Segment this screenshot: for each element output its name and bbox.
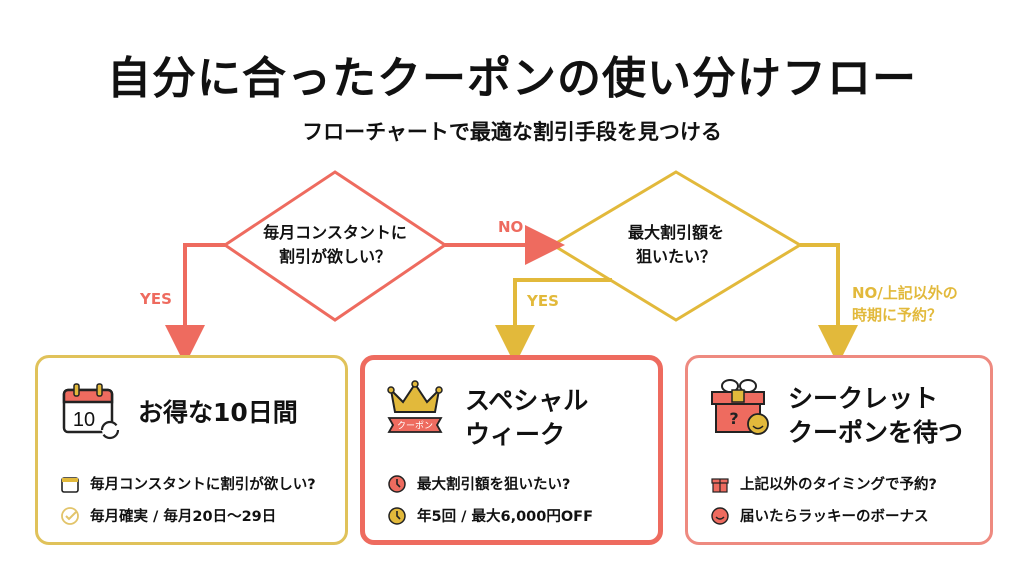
edge-label-d2-yes: YES	[527, 292, 559, 310]
ticket-text: クーポン	[397, 421, 433, 432]
arrow-d2-yes	[495, 278, 612, 365]
arrow-d2-no	[800, 243, 858, 365]
card-secret-coupon: ? シークレット クーポンを待つ 上記以外のタイミングで予約? 届いたらラッキー…	[685, 355, 993, 545]
edge-label-d2-no-line2: 時期に予約？	[852, 306, 943, 324]
secret-gift-icon: ?	[711, 379, 769, 435]
svg-text:?: ?	[729, 409, 738, 428]
card-title: シークレット クーポンを待つ	[788, 382, 963, 450]
gift-icon	[711, 477, 729, 493]
row-text: 届いたらラッキーのボーナス	[740, 509, 929, 525]
calendar-number: 10	[73, 409, 95, 431]
row-text: 毎月確実 / 毎月20日〜29日	[90, 509, 277, 525]
card-title-line2: クーポンを待つ	[788, 418, 964, 447]
page-title: 自分に合ったクーポンの使い分けフロー	[107, 53, 917, 104]
crown-coupon-icon: クーポン	[387, 380, 443, 433]
card-title: スペシャル ウィーク	[465, 384, 588, 452]
decision-1-text: 毎月コンスタントに 割引が欲しい？	[245, 221, 425, 269]
smile-icon	[711, 506, 729, 525]
card-title: お得な10日間	[138, 398, 298, 427]
edge-label-d1-no: NO	[498, 218, 524, 236]
card-title-line2: ウィーク	[465, 420, 566, 449]
calendar-refresh-icon: 10	[62, 383, 120, 440]
page-subtitle: フローチャートで最適な割引手段を見つける	[302, 120, 722, 144]
decision-1-line1: 毎月コンスタントに	[263, 223, 407, 242]
card-title-line1: シークレット	[788, 384, 939, 413]
card-special-week: クーポン スペシャル ウィーク 最大割引額を狙いたい? 年5回 / 最大6,00…	[360, 355, 663, 545]
card-row: 届いたらラッキーのボーナス	[710, 505, 929, 526]
card-title-line1: スペシャル	[465, 386, 589, 415]
decision-1-line2: 割引が欲しい？	[278, 247, 391, 266]
clock-icon	[388, 506, 406, 525]
card-row: 最大割引額を狙いたい?	[387, 473, 570, 494]
calendar-icon	[61, 476, 79, 493]
card-row: 毎月確実 / 毎月20日〜29日	[60, 505, 276, 526]
card-row: 上記以外のタイミングで予約?	[710, 473, 937, 494]
card-row: 年5回 / 最大6,000円OFF	[387, 505, 593, 526]
decision-2-text: 最大割引額を 狙いたい？	[586, 221, 766, 269]
decision-2-line2: 狙いたい？	[635, 247, 716, 266]
decision-diamond-2	[550, 170, 803, 322]
check-circle-icon	[61, 506, 79, 525]
row-text: 年5回 / 最大6,000円OFF	[417, 509, 593, 525]
decision-diamond-1	[222, 170, 448, 322]
row-text: 最大割引額を狙いたい?	[417, 477, 571, 493]
card-row: 毎月コンスタントに割引が欲しい?	[60, 473, 316, 494]
arrow-d1-yes	[165, 243, 225, 365]
row-text: 上記以外のタイミングで予約?	[740, 477, 937, 493]
card-10-days: 10 お得な10日間 毎月コンスタントに割引が欲しい? 毎月確実 / 毎月20日…	[35, 355, 348, 545]
edge-label-d2-no: NO/上記以外の 時期に予約？	[852, 282, 958, 326]
clock-icon	[388, 474, 406, 493]
row-text: 毎月コンスタントに割引が欲しい?	[90, 477, 316, 493]
edge-label-d1-yes: YES	[140, 290, 172, 308]
edge-label-d2-no-line1: NO/上記以外の	[852, 284, 958, 302]
decision-2-line1: 最大割引額を	[627, 223, 724, 242]
